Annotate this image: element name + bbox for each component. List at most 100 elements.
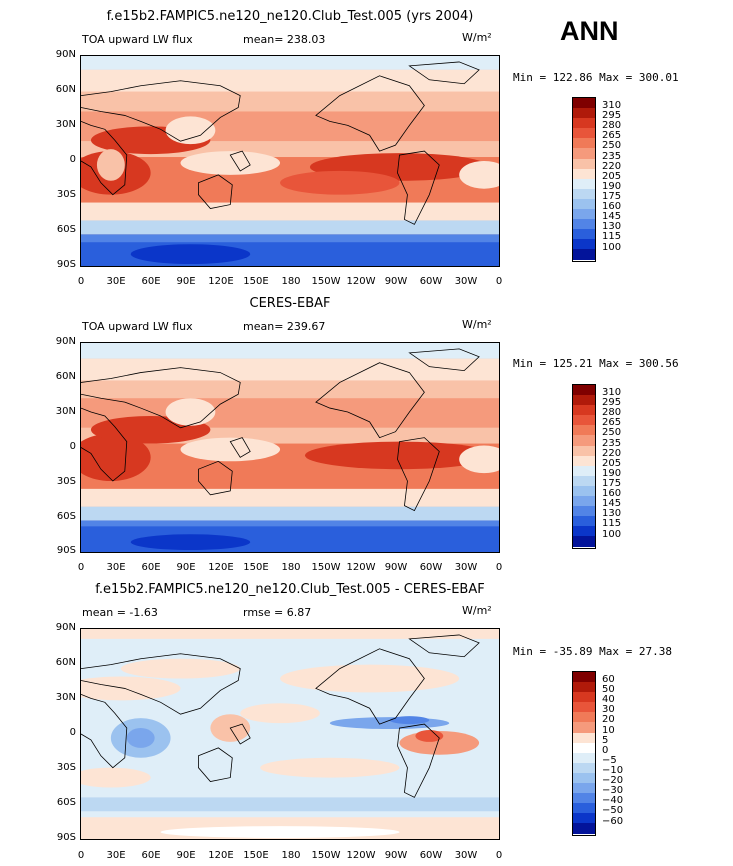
p3-colorbar-label: −40 bbox=[602, 795, 624, 806]
colorbar-segment bbox=[573, 823, 595, 834]
colorbar-segment bbox=[573, 506, 595, 517]
colorbar-segment bbox=[573, 435, 595, 446]
panel-3-field bbox=[81, 629, 499, 839]
colorbar-segment bbox=[573, 188, 595, 199]
colorbar-segment bbox=[573, 98, 595, 109]
p2-lon-label: 120E bbox=[208, 562, 234, 573]
p1-colorbar-label: 310 bbox=[602, 100, 622, 111]
colorbar-segment bbox=[573, 425, 595, 436]
panel-2-colorbar bbox=[572, 384, 596, 549]
p1-lon-label: 180 bbox=[281, 276, 301, 287]
panel-1-variable-label: TOA upward LW flux bbox=[82, 33, 193, 46]
p3-colorbar-label: −20 bbox=[602, 775, 624, 786]
p3-colorbar-label: 20 bbox=[602, 714, 615, 725]
p2-colorbar-label: 160 bbox=[602, 488, 622, 499]
panel-1-title: f.e15b2.FAMPIC5.ne120_ne120.Club_Test.00… bbox=[106, 9, 474, 24]
season-label: ANN bbox=[560, 16, 619, 46]
colorbar-segment bbox=[573, 783, 595, 794]
p1-lat-label: 30S bbox=[56, 189, 76, 200]
p3-colorbar-label: 10 bbox=[602, 725, 615, 736]
colorbar-segment bbox=[573, 209, 595, 220]
p3-lat-label: 90N bbox=[55, 622, 76, 633]
p2-lat-label: 30S bbox=[56, 476, 76, 487]
p3-colorbar-label: −10 bbox=[602, 765, 624, 776]
colorbar-segment bbox=[573, 405, 595, 416]
p3-lon-label: 0 bbox=[495, 850, 503, 861]
panel-3-rmse-label: rmse = 6.87 bbox=[243, 606, 312, 619]
p3-lon-label: 180 bbox=[281, 850, 301, 861]
colorbar-segment bbox=[573, 682, 595, 693]
colorbar-segment bbox=[573, 198, 595, 210]
colorbar-segment bbox=[573, 455, 595, 466]
colorbar-segment bbox=[573, 385, 595, 396]
colorbar-segment bbox=[573, 732, 595, 743]
p3-lat-label: 60S bbox=[56, 797, 76, 808]
p1-lat-label: 60S bbox=[56, 224, 76, 235]
p1-colorbar-label: 280 bbox=[602, 120, 622, 131]
p1-lon-label: 30E bbox=[106, 276, 126, 287]
colorbar-segment bbox=[573, 138, 595, 149]
p3-colorbar-label: −5 bbox=[602, 755, 617, 766]
p1-lon-label: 90W bbox=[384, 276, 408, 287]
colorbar-segment bbox=[573, 168, 595, 179]
p2-colorbar-label: 205 bbox=[602, 458, 622, 469]
panel-3-colorbar bbox=[572, 671, 596, 836]
p1-lon-label: 0 bbox=[495, 276, 503, 287]
colorbar-segment bbox=[573, 536, 595, 547]
panel-1-units: W/m² bbox=[462, 31, 492, 44]
panel-2-minmax: Min = 125.21 Max = 300.56 bbox=[513, 357, 679, 370]
p2-colorbar-label: 145 bbox=[602, 498, 622, 509]
p1-lat-label: 90S bbox=[56, 259, 76, 270]
colorbar-segment bbox=[573, 229, 595, 240]
colorbar-segment bbox=[573, 672, 595, 683]
p1-colorbar-label: 145 bbox=[602, 211, 622, 222]
colorbar-segment bbox=[573, 475, 595, 486]
p2-colorbar-label: 175 bbox=[602, 478, 622, 489]
panel-2-field bbox=[81, 343, 499, 552]
p2-lon-label: 60E bbox=[141, 562, 161, 573]
colorbar-segment bbox=[573, 516, 595, 527]
p2-colorbar-label: 190 bbox=[602, 468, 622, 479]
colorbar-segment bbox=[573, 772, 595, 784]
p3-colorbar-label: 0 bbox=[602, 745, 609, 756]
colorbar-segment bbox=[573, 118, 595, 129]
p3-lon-label: 90E bbox=[176, 850, 196, 861]
p3-lon-label: 30E bbox=[106, 850, 126, 861]
colorbar-segment bbox=[573, 496, 595, 507]
p1-lon-label: 60W bbox=[419, 276, 443, 287]
p2-lon-label: 30W bbox=[454, 562, 478, 573]
p1-colorbar-label: 160 bbox=[602, 201, 622, 212]
p2-colorbar-label: 310 bbox=[602, 387, 622, 398]
p2-colorbar-label: 295 bbox=[602, 397, 622, 408]
p3-lon-label: 60W bbox=[419, 850, 443, 861]
p3-lat-label: 0 bbox=[69, 727, 76, 738]
p1-lat-label: 60N bbox=[55, 84, 76, 95]
p2-colorbar-label: 100 bbox=[602, 529, 622, 540]
panel-2-mean-label: mean= 239.67 bbox=[243, 320, 326, 333]
panel-1-mean-label: mean= 238.03 bbox=[243, 33, 326, 46]
p1-lat-label: 0 bbox=[69, 154, 76, 165]
panel-2-variable-label: TOA upward LW flux bbox=[82, 320, 193, 333]
p1-lat-label: 30N bbox=[55, 119, 76, 130]
p2-lon-label: 90W bbox=[384, 562, 408, 573]
panel-1-field bbox=[81, 56, 499, 266]
p3-lat-label: 60N bbox=[55, 657, 76, 668]
panel-3-title: f.e15b2.FAMPIC5.ne120_ne120.Club_Test.00… bbox=[95, 582, 485, 597]
p3-lon-label: 150E bbox=[243, 850, 269, 861]
panel-1-minmax: Min = 122.86 Max = 300.01 bbox=[513, 71, 679, 84]
colorbar-segment bbox=[573, 108, 595, 119]
colorbar-segment bbox=[573, 148, 595, 159]
colorbar-segment bbox=[573, 178, 595, 189]
p2-lon-label: 90E bbox=[176, 562, 196, 573]
p1-colorbar-label: 175 bbox=[602, 191, 622, 202]
colorbar-segment bbox=[573, 239, 595, 250]
p3-lon-label: 0 bbox=[77, 850, 85, 861]
p2-colorbar-label: 115 bbox=[602, 518, 622, 529]
colorbar-segment bbox=[573, 219, 595, 230]
p3-colorbar-label: 50 bbox=[602, 684, 615, 695]
p2-lat-label: 60S bbox=[56, 511, 76, 522]
p1-colorbar-label: 235 bbox=[602, 151, 622, 162]
colorbar-segment bbox=[573, 445, 595, 456]
panel-3-map bbox=[80, 628, 500, 840]
p3-lon-label: 30W bbox=[454, 850, 478, 861]
